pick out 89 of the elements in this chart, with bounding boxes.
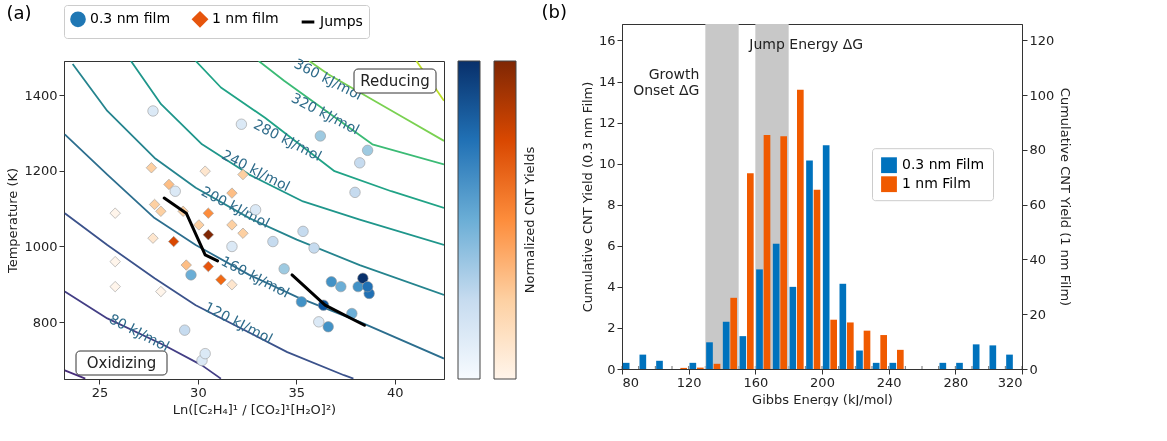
- point: [322, 321, 334, 333]
- legend-label: 1 nm Film: [902, 175, 971, 192]
- point: [199, 165, 211, 177]
- point: [145, 162, 157, 174]
- point: [199, 348, 211, 360]
- point: [147, 105, 159, 117]
- point: [226, 240, 238, 253]
- point: [267, 236, 279, 248]
- chart-title: (a): [6, 1, 32, 23]
- y2-tick-label: 20: [1029, 306, 1047, 322]
- x-tick-label: 160: [743, 374, 769, 390]
- legend-label: 0.3 nm Film: [902, 156, 985, 173]
- point: [185, 269, 197, 281]
- point: [362, 281, 374, 293]
- y-tick-label: 1000: [24, 239, 58, 254]
- x-tick-label: 240: [876, 374, 902, 390]
- point: [295, 296, 307, 308]
- point: [349, 186, 361, 198]
- y2-tick-label: 80: [1029, 142, 1047, 158]
- legend-label: 0.3 nm film: [90, 10, 171, 27]
- band-label: Jump Energy ΔG: [748, 36, 864, 52]
- point: [335, 281, 347, 293]
- point: [202, 261, 214, 273]
- point: [215, 274, 227, 286]
- x-tick-label: 280: [943, 374, 969, 390]
- point: [155, 286, 167, 298]
- point: [226, 187, 238, 199]
- y-tick-label: 4: [607, 279, 616, 295]
- legend-label: 1 nm film: [212, 10, 279, 27]
- x-tick-label: 120: [676, 374, 702, 390]
- x-tick-label: 25: [91, 384, 109, 400]
- point: [313, 316, 325, 328]
- chart-title: (b): [541, 1, 567, 22]
- point: [202, 207, 214, 219]
- point: [179, 324, 191, 336]
- point: [354, 157, 366, 169]
- x-axis-title: Gibbs Energy (kJ/mol): [752, 391, 893, 407]
- y2-tick-label: 0: [1029, 361, 1038, 377]
- annotation: Reducing: [360, 72, 430, 90]
- y-tick-label: 800: [32, 314, 58, 330]
- point: [362, 144, 374, 156]
- legend-label: Jumps: [319, 13, 363, 29]
- y-axis-title: Temperature (K): [5, 167, 21, 275]
- point: [308, 242, 320, 254]
- y-tick-label: 12: [598, 115, 616, 131]
- x-axis-title: Ln([C₂H₄]¹ / [CO₂]¹[H₂O]²): [172, 401, 337, 417]
- y-tick-label: 1200: [24, 163, 58, 179]
- y-tick-label: 6: [607, 238, 616, 254]
- point: [325, 276, 337, 288]
- x-tick-label: 40: [387, 384, 404, 400]
- point: [163, 178, 175, 190]
- point: [357, 272, 369, 284]
- y2-axis-title: Cumulative CNT Yield (1 nm Film): [1058, 87, 1074, 307]
- point: [235, 118, 247, 130]
- y2-tick-label: 40: [1029, 251, 1047, 267]
- point: [109, 281, 121, 293]
- point: [149, 198, 161, 211]
- y-axis-title: Cumulative CNT Yield (0.3 nm Film): [579, 81, 595, 313]
- point: [109, 256, 121, 268]
- y-tick-label: 16: [598, 32, 616, 48]
- point: [237, 169, 249, 181]
- point: [155, 205, 167, 217]
- point: [169, 185, 181, 197]
- y2-tick-label: 100: [1029, 87, 1055, 103]
- point: [297, 225, 309, 237]
- y2-tick-label: 120: [1029, 32, 1055, 48]
- x-tick-label: 320: [997, 374, 1023, 390]
- y2-tick-label: 60: [1029, 197, 1047, 213]
- point: [193, 219, 205, 231]
- point: [202, 229, 214, 241]
- x-tick-label: 35: [288, 384, 306, 400]
- point: [226, 279, 238, 291]
- y-tick-label: 1400: [24, 87, 58, 103]
- point: [109, 207, 121, 219]
- x-tick-label: 80: [622, 374, 640, 390]
- point: [180, 259, 192, 271]
- band-label: Growth Onset ΔG: [633, 66, 700, 98]
- y-tick-label: 14: [598, 74, 616, 89]
- x-tick-label: 200: [810, 374, 835, 390]
- point: [168, 236, 180, 248]
- point: [147, 232, 159, 244]
- y-tick-label: 0: [607, 361, 616, 377]
- y-tick-label: 8: [607, 197, 616, 213]
- color-bar-title: Normalized CNT Yields: [522, 146, 537, 294]
- point: [237, 227, 249, 239]
- y-tick-label: 2: [607, 320, 616, 336]
- x-tick-label: 30: [190, 384, 207, 400]
- annotation: Oxidizing: [86, 354, 157, 372]
- y-tick-label: 10: [598, 156, 616, 172]
